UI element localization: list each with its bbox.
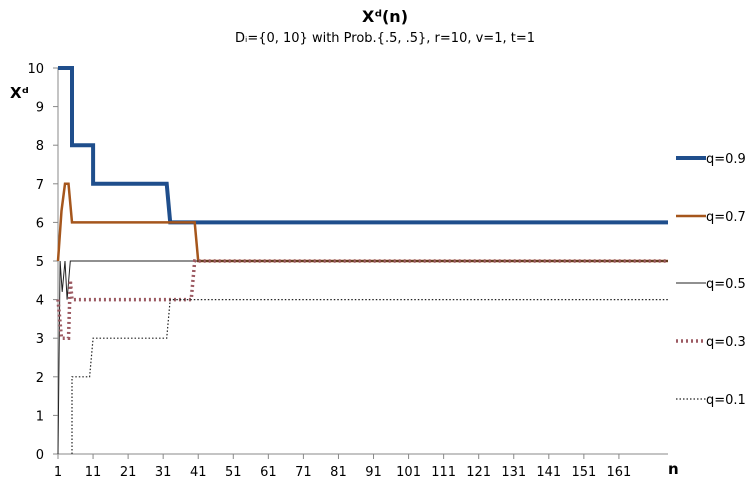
x-tick-label: 31 (155, 465, 172, 480)
legend: q=0.9 q=0.7 q=0.5 q=0.3 q=0.1 (676, 152, 746, 408)
y-tick-label: 2 (36, 371, 44, 386)
x-tick-label: 161 (607, 465, 632, 480)
x-tick-label: 11 (85, 465, 102, 480)
x-tick-label: 121 (466, 465, 491, 480)
series-line-q-0-7 (56, 182, 668, 263)
x-tick-label: 101 (396, 465, 421, 480)
chart-subtitle: Dᵢ={0, 10} with Prob.{.5, .5}, r=10, v=1… (235, 31, 535, 46)
legend-label-q-0-7: q=0.7 (706, 210, 746, 225)
legend-label-q-0-3: q=0.3 (706, 335, 746, 350)
x-axis-label: n (668, 460, 679, 478)
y-tick-label: 0 (36, 448, 44, 463)
y-tick-label: 4 (36, 294, 44, 309)
x-tick-label: 111 (431, 465, 456, 480)
x-tick-label: 141 (536, 465, 561, 480)
series-layer (56, 66, 668, 455)
y-tick-label: 8 (36, 139, 44, 154)
x-tick-label: 151 (571, 465, 596, 480)
x-tick-label: 61 (260, 465, 277, 480)
x-tick-label: 71 (295, 465, 312, 480)
x-tick-label: 51 (225, 465, 242, 480)
series-line-q-0-5 (57, 260, 668, 455)
series-line-q-0-1 (71, 299, 668, 454)
x-tick-label: 21 (120, 465, 137, 480)
y-tick-label: 9 (36, 101, 44, 116)
y-tick-label: 10 (27, 62, 44, 77)
x-tick-label: 131 (501, 465, 526, 480)
y-tick-label: 5 (36, 255, 44, 270)
x-tick-label: 41 (190, 465, 207, 480)
x-tick-label: 81 (330, 465, 347, 480)
y-axis-label: Xᵈ (10, 84, 29, 102)
y-tick-label: 6 (36, 216, 44, 231)
x-tick-label: 1 (54, 465, 62, 480)
chart-title: Xᵈ(n) (362, 7, 408, 26)
legend-label-q-0-9: q=0.9 (706, 152, 746, 167)
x-tick-label: 91 (365, 465, 382, 480)
legend-label-q-0-1: q=0.1 (706, 393, 746, 408)
series-line-q-0-3 (56, 259, 668, 340)
series-line-q-0-9 (58, 66, 668, 225)
y-tick-label: 1 (36, 409, 44, 424)
y-tick-label: 7 (36, 178, 44, 193)
y-tick-label: 3 (36, 332, 44, 347)
legend-label-q-0-5: q=0.5 (706, 277, 746, 292)
